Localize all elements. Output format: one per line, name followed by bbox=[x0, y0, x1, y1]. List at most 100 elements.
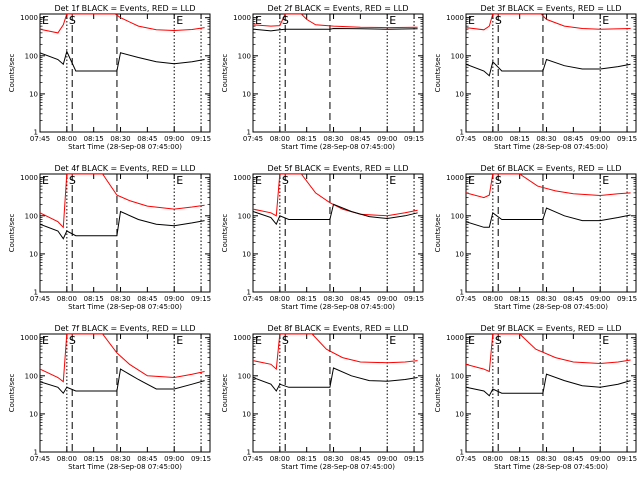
y-tick-label: 1 bbox=[460, 289, 464, 297]
x-tick-label: 09:15 bbox=[617, 295, 637, 303]
event-marker-label: S bbox=[69, 174, 76, 187]
event-marker-label: S bbox=[495, 174, 502, 187]
detector-plot-1: Det 1f BLACK = Events, RED = LLD Counts/s… bbox=[8, 4, 211, 151]
x-tick-label: 08:00 bbox=[270, 455, 290, 463]
y-tick-label: 10 bbox=[242, 410, 251, 418]
x-tick-label: 08:15 bbox=[510, 135, 530, 143]
x-tick-label: 08:45 bbox=[350, 135, 370, 143]
events-series-line bbox=[466, 373, 631, 397]
y-tick-label: 10 bbox=[455, 90, 464, 98]
x-tick-label: 09:15 bbox=[617, 455, 637, 463]
x-tick-label: 08:15 bbox=[510, 295, 530, 303]
x-tick-label: 09:00 bbox=[164, 295, 184, 303]
events-series-line bbox=[466, 58, 631, 77]
x-tick-label: 08:45 bbox=[563, 455, 583, 463]
lld-series-line bbox=[40, 334, 205, 383]
y-tick-label: 100 bbox=[25, 372, 38, 380]
y-tick-label: 1000 bbox=[233, 174, 251, 182]
x-tick-label: 09:15 bbox=[191, 135, 211, 143]
y-tick-label: 1 bbox=[247, 129, 251, 137]
x-tick-label: 08:15 bbox=[84, 135, 104, 143]
x-tick-label: 07:45 bbox=[456, 135, 476, 143]
x-tick-label: 09:15 bbox=[191, 295, 211, 303]
event-marker-label: E bbox=[389, 334, 396, 347]
plot-frame bbox=[465, 333, 637, 453]
detector-plot-2: Det 2f BLACK = Events, RED = LLD Counts/s… bbox=[221, 4, 424, 151]
y-tick-label: 10 bbox=[29, 250, 38, 258]
event-marker-label: S bbox=[282, 334, 289, 347]
y-tick-label: 100 bbox=[25, 52, 38, 60]
event-marker-label: E bbox=[255, 334, 262, 347]
x-tick-label: 07:45 bbox=[30, 455, 50, 463]
x-axis-label: Start Time (28-Sep-08 07:45:00) bbox=[494, 143, 608, 151]
event-marker-label: E bbox=[42, 14, 49, 27]
y-axis-label: Counts/sec bbox=[8, 374, 16, 413]
x-tick-label: 08:45 bbox=[350, 455, 370, 463]
event-marker-label: E bbox=[468, 174, 475, 187]
detector-plot-4: Det 4f BLACK = Events, RED = LLD Counts/s… bbox=[8, 164, 211, 311]
y-tick-label: 100 bbox=[238, 372, 251, 380]
event-marker-label: E bbox=[176, 14, 183, 27]
y-axis-label: Counts/sec bbox=[8, 54, 16, 93]
x-tick-label: 09:00 bbox=[590, 455, 610, 463]
x-tick-label: 07:45 bbox=[30, 135, 50, 143]
x-tick-label: 08:30 bbox=[110, 295, 130, 303]
y-tick-label: 1 bbox=[460, 129, 464, 137]
x-tick-label: 08:30 bbox=[323, 295, 343, 303]
events-series-line bbox=[466, 207, 631, 228]
plot-frame bbox=[252, 173, 424, 293]
event-marker-label: E bbox=[255, 14, 262, 27]
event-marker-label: S bbox=[69, 14, 76, 27]
x-axis-label: Start Time (28-Sep-08 07:45:00) bbox=[68, 463, 182, 471]
detector-plot-7: Det 7f BLACK = Events, RED = LLD Counts/s… bbox=[8, 324, 211, 471]
plot-frame bbox=[465, 173, 637, 293]
y-tick-label: 1 bbox=[34, 129, 38, 137]
lld-series-line bbox=[253, 334, 418, 371]
x-tick-label: 08:00 bbox=[57, 455, 77, 463]
plot-title: Det 2f BLACK = Events, RED = LLD bbox=[267, 4, 408, 13]
x-tick-label: 09:15 bbox=[404, 455, 424, 463]
plot-frame bbox=[465, 13, 637, 133]
plot-title: Det 5f BLACK = Events, RED = LLD bbox=[267, 164, 408, 173]
event-marker-label: E bbox=[602, 14, 609, 27]
detector-plot-9: Det 9f BLACK = Events, RED = LLD Counts/s… bbox=[434, 324, 637, 471]
lld-series-line bbox=[253, 174, 418, 217]
y-tick-label: 1000 bbox=[446, 334, 464, 342]
event-marker-label: E bbox=[176, 174, 183, 187]
y-axis-label: Counts/sec bbox=[434, 54, 442, 93]
x-tick-label: 07:45 bbox=[456, 455, 476, 463]
plot-frame bbox=[39, 173, 211, 293]
y-tick-label: 1000 bbox=[233, 14, 251, 22]
y-axis-label: Counts/sec bbox=[221, 54, 229, 93]
y-tick-label: 10 bbox=[29, 410, 38, 418]
x-tick-label: 09:00 bbox=[590, 135, 610, 143]
x-tick-label: 08:45 bbox=[137, 135, 157, 143]
plot-frame bbox=[252, 333, 424, 453]
x-tick-label: 08:00 bbox=[270, 135, 290, 143]
x-tick-label: 09:00 bbox=[590, 295, 610, 303]
x-tick-label: 08:45 bbox=[350, 295, 370, 303]
y-tick-label: 10 bbox=[455, 410, 464, 418]
y-tick-label: 1 bbox=[34, 449, 38, 457]
event-marker-label: S bbox=[495, 334, 502, 347]
event-marker-label: E bbox=[176, 334, 183, 347]
plot-title: Det 1f BLACK = Events, RED = LLD bbox=[54, 4, 195, 13]
x-tick-label: 08:15 bbox=[297, 455, 317, 463]
event-marker-label: E bbox=[255, 174, 262, 187]
event-marker-label: E bbox=[389, 14, 396, 27]
event-marker-label: E bbox=[602, 334, 609, 347]
y-axis-label: Counts/sec bbox=[8, 214, 16, 253]
x-tick-label: 08:15 bbox=[84, 455, 104, 463]
events-series-line bbox=[253, 203, 418, 226]
x-tick-label: 08:30 bbox=[110, 135, 130, 143]
event-marker-label: S bbox=[282, 174, 289, 187]
x-tick-label: 09:00 bbox=[377, 135, 397, 143]
y-axis-label: Counts/sec bbox=[434, 214, 442, 253]
x-tick-label: 09:15 bbox=[404, 135, 424, 143]
lld-series-line bbox=[466, 14, 631, 31]
y-tick-label: 1 bbox=[460, 449, 464, 457]
x-axis-label: Start Time (28-Sep-08 07:45:00) bbox=[494, 463, 608, 471]
detector-plot-8: Det 8f BLACK = Events, RED = LLD Counts/s… bbox=[221, 324, 424, 471]
x-tick-label: 08:45 bbox=[137, 455, 157, 463]
event-marker-label: S bbox=[495, 14, 502, 27]
